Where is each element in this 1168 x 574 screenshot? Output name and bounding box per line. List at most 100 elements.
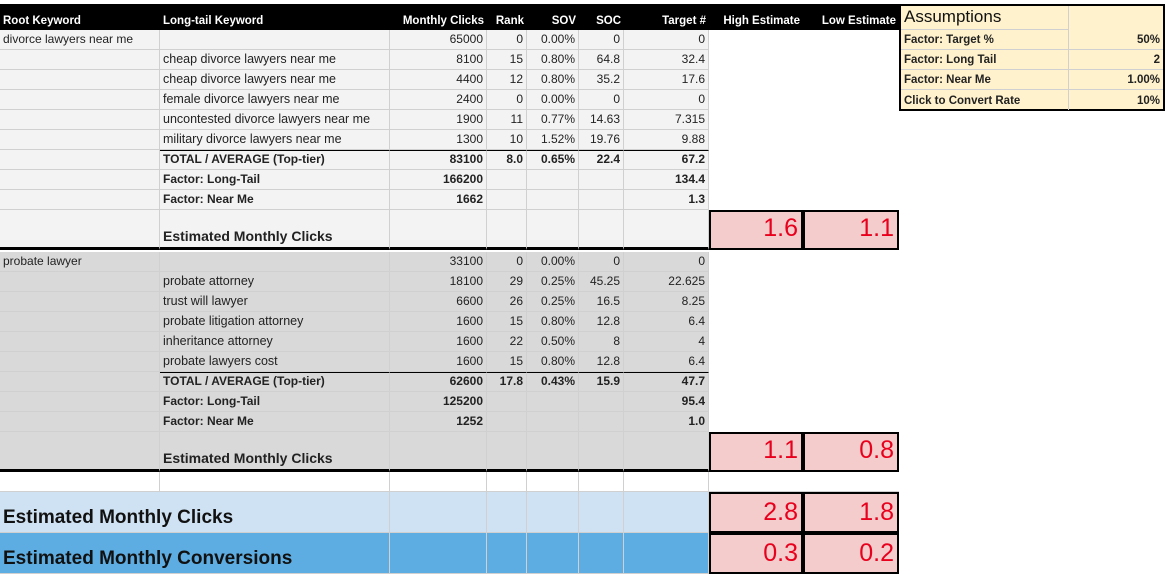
cell: 1900 (390, 110, 487, 130)
cell: 22 (487, 332, 527, 352)
cell: 22.4 (579, 150, 624, 170)
summary-label: Estimated Monthly Clicks (0, 492, 390, 533)
cell (487, 533, 527, 574)
cell: probate attorney (160, 272, 390, 292)
cell: 17.6 (624, 70, 709, 90)
header-cell: Target # (624, 4, 709, 30)
cell: 0 (487, 252, 527, 272)
cell: 10 (487, 130, 527, 150)
blank-cell (390, 472, 487, 492)
cell (579, 492, 624, 533)
cell: probate lawyers cost (160, 352, 390, 372)
cell: 0 (624, 30, 709, 50)
cell: 9.88 (624, 130, 709, 150)
cell: 0 (487, 90, 527, 110)
cell (0, 130, 160, 150)
assumption-label: Factor: Near Me (901, 70, 1069, 90)
blank-cell (527, 472, 579, 492)
summary-value: 0.2 (803, 533, 899, 574)
cell (579, 170, 624, 190)
header-cell: SOC (579, 4, 624, 30)
cell: 134.4 (624, 170, 709, 190)
cell (0, 150, 160, 170)
cell: 12.8 (579, 352, 624, 372)
cell: 0.00% (527, 30, 579, 50)
cell: 12.8 (579, 312, 624, 332)
cell: 1600 (390, 312, 487, 332)
cell (0, 392, 160, 412)
cell (624, 492, 709, 533)
cell: 33100 (390, 252, 487, 272)
cell: 125200 (390, 392, 487, 412)
cell: trust will lawyer (160, 292, 390, 312)
cell: Factor: Near Me (160, 190, 390, 210)
cell: 0.80% (527, 50, 579, 70)
cell: cheap divorce lawyers near me (160, 70, 390, 90)
header-cell: Monthly Clicks (390, 4, 487, 30)
cell: TOTAL / AVERAGE (Top-tier) (160, 372, 390, 392)
cell (160, 30, 390, 50)
cell: 32.4 (624, 50, 709, 70)
cell (390, 533, 487, 574)
cell (0, 352, 160, 372)
cell (527, 432, 579, 472)
cell: TOTAL / AVERAGE (Top-tier) (160, 150, 390, 170)
cell (0, 292, 160, 312)
cell: 11 (487, 110, 527, 130)
estimate-value: 1.1 (803, 210, 899, 250)
cell: 22.625 (624, 272, 709, 292)
cell: 8.0 (487, 150, 527, 170)
cell: 0 (579, 30, 624, 50)
cell: 19.76 (579, 130, 624, 150)
cell (579, 432, 624, 472)
cell: 0 (624, 90, 709, 110)
cell: 0.25% (527, 292, 579, 312)
blank-cell (624, 472, 709, 492)
assumption-label: Factor: Target % (901, 30, 1069, 50)
blank-cell (160, 472, 390, 492)
cell (579, 533, 624, 574)
cell: 6.4 (624, 352, 709, 372)
cell: 0.77% (527, 110, 579, 130)
cell: 12 (487, 70, 527, 90)
summary-value: 0.3 (709, 533, 803, 574)
cell: 1252 (390, 412, 487, 432)
cell: 83100 (390, 150, 487, 170)
cell (0, 90, 160, 110)
assumption-value: 2 (1069, 50, 1163, 70)
cell: Factor: Long-Tail (160, 170, 390, 190)
header-cell: SOV (527, 4, 579, 30)
cell: Factor: Long-Tail (160, 392, 390, 412)
cell: 6.4 (624, 312, 709, 332)
cell (0, 50, 160, 70)
cell (579, 412, 624, 432)
cell (0, 70, 160, 90)
cell: 8 (579, 332, 624, 352)
cell: 26 (487, 292, 527, 312)
cell (390, 432, 487, 472)
cell: 45.25 (579, 272, 624, 292)
cell: 1300 (390, 130, 487, 150)
cell: 8.25 (624, 292, 709, 312)
cell: 15 (487, 50, 527, 70)
cell: 64.8 (579, 50, 624, 70)
cell: 95.4 (624, 392, 709, 412)
cell (527, 210, 579, 250)
cell (527, 533, 579, 574)
blank-cell (0, 472, 160, 492)
cell (0, 372, 160, 392)
cell (527, 190, 579, 210)
cell: 62600 (390, 372, 487, 392)
cell: 67.2 (624, 150, 709, 170)
cell (390, 492, 487, 533)
cell (487, 492, 527, 533)
cell: 0.65% (527, 150, 579, 170)
cell: 1600 (390, 352, 487, 372)
cell: 15 (487, 312, 527, 332)
cell (527, 170, 579, 190)
estimate-value: 0.8 (803, 432, 899, 472)
cell: uncontested divorce lawyers near me (160, 110, 390, 130)
cell: 0.80% (527, 70, 579, 90)
summary-value: 1.8 (803, 492, 899, 533)
